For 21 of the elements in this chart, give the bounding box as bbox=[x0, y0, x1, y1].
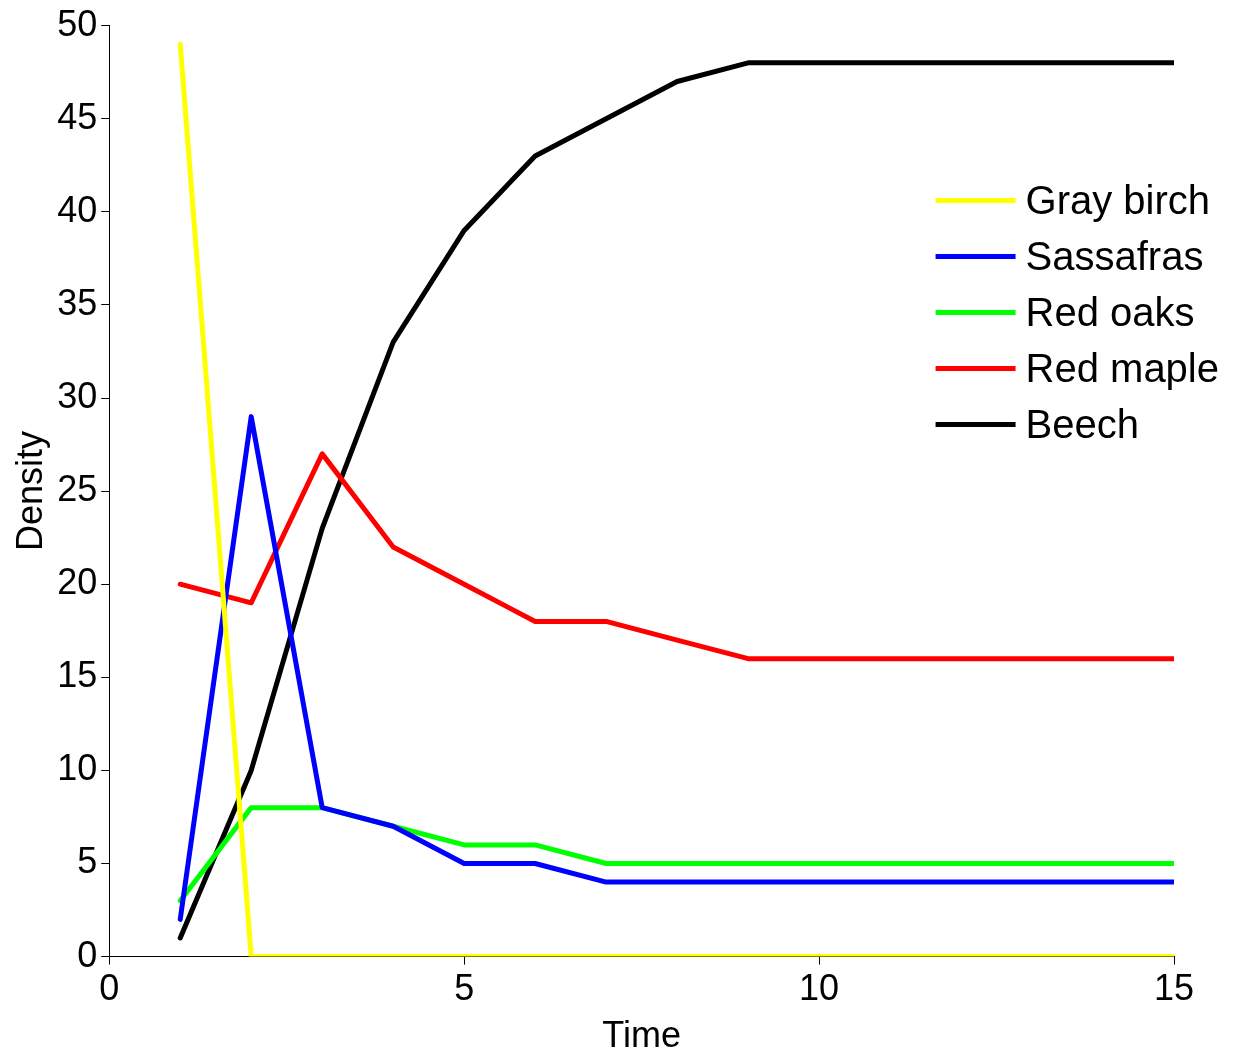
x-axis-title: Time bbox=[602, 1014, 681, 1056]
legend-label: Red maple bbox=[1025, 345, 1219, 390]
y-tick-label: 0 bbox=[77, 933, 98, 975]
legend-label: Sassafras bbox=[1025, 233, 1204, 278]
y-tick-label: 40 bbox=[57, 188, 98, 230]
y-tick-label: 35 bbox=[57, 281, 98, 323]
y-tick-label: 10 bbox=[57, 747, 98, 789]
legend-label: Gray birch bbox=[1025, 177, 1211, 222]
y-tick-label: 45 bbox=[57, 95, 98, 137]
x-tick-label: 5 bbox=[454, 967, 475, 1009]
y-tick-label: 30 bbox=[57, 374, 98, 416]
y-tick-label: 5 bbox=[77, 840, 98, 882]
y-tick-label: 15 bbox=[57, 654, 98, 696]
y-tick-label: 50 bbox=[57, 2, 98, 44]
y-axis-title: Density bbox=[8, 431, 50, 552]
x-tick-label: 15 bbox=[1153, 967, 1195, 1009]
y-tick-label: 25 bbox=[57, 468, 98, 510]
x-tick-label: 10 bbox=[799, 967, 840, 1009]
legend-label: Red oaks bbox=[1025, 289, 1195, 334]
y-tick-label: 20 bbox=[57, 561, 98, 603]
legend-label: Beech bbox=[1025, 401, 1139, 446]
